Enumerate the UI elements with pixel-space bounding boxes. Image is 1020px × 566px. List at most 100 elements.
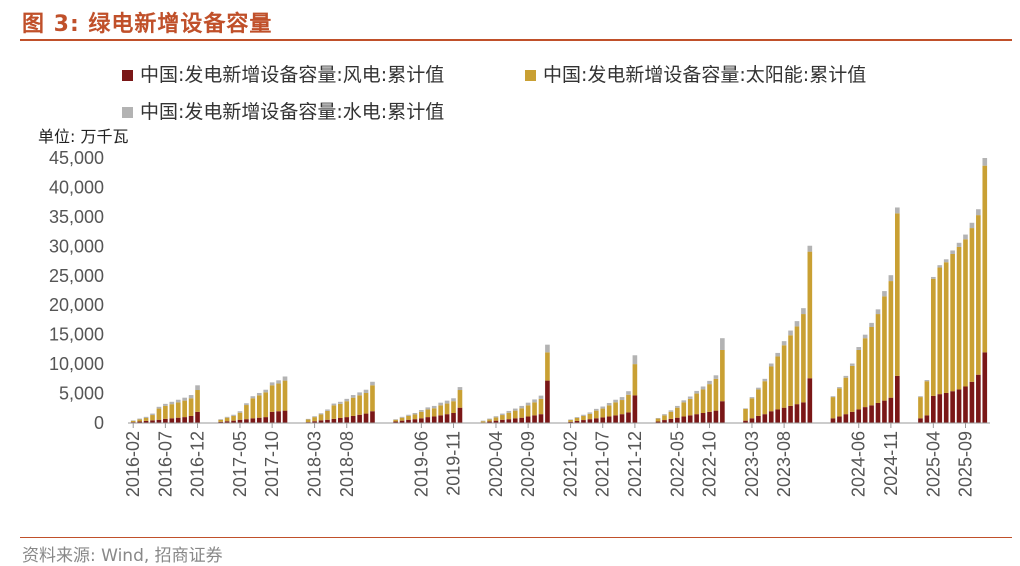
bar-solar [687, 398, 693, 416]
bar-solar [888, 281, 894, 398]
bar-solar [357, 395, 362, 415]
bar-solar [538, 398, 544, 415]
bar-wind [888, 397, 894, 423]
bar-solar [500, 415, 505, 420]
bar-solar [256, 395, 262, 418]
bar-hydro [976, 209, 981, 216]
bar-solar [406, 415, 411, 420]
bar-wind [370, 411, 375, 423]
bar-wind [775, 409, 780, 423]
bar-wind [175, 417, 181, 423]
bar-wind [487, 421, 492, 423]
bar-wind [606, 416, 612, 423]
bar-solar [937, 267, 943, 395]
bar-hydro [532, 399, 537, 403]
bar-solar [931, 278, 936, 396]
bar-hydro [412, 412, 418, 415]
y-tick-label: 5,000 [59, 384, 104, 404]
bar-solar [444, 403, 450, 415]
bar-hydro [768, 363, 774, 367]
bar-wind [532, 415, 537, 423]
y-tick-label: 40,000 [49, 177, 104, 197]
bar-solar [331, 405, 337, 419]
bar-hydro [843, 375, 849, 378]
bar-hydro [256, 392, 262, 396]
bar-solar [532, 402, 537, 416]
bar-hydro [675, 405, 680, 408]
y-tick-label: 25,000 [49, 266, 104, 286]
bar-solar [924, 381, 930, 416]
bar-wind [675, 417, 680, 423]
bar-hydro [801, 308, 806, 315]
bar-hydro [438, 402, 443, 406]
bar-hydro [263, 389, 269, 393]
bar-solar [370, 385, 375, 412]
bar-wind [182, 417, 187, 423]
bar-solar [525, 405, 531, 417]
bar-wind [506, 419, 512, 423]
bar-wind [156, 419, 162, 423]
bar-solar [768, 366, 774, 412]
bar-wind [568, 421, 573, 423]
bar-wind [137, 421, 142, 423]
bar-hydro [668, 410, 674, 412]
bar-wind [895, 375, 900, 423]
bar-solar [856, 349, 862, 410]
bar-solar [662, 415, 667, 421]
bar-wind [344, 417, 350, 423]
bar-wind [781, 407, 787, 423]
bar-wind [425, 417, 431, 423]
bar-solar [918, 397, 923, 419]
bar-hydro [156, 406, 162, 409]
bar-wind [150, 420, 155, 423]
bar-wind [720, 401, 725, 423]
bar-wind [399, 420, 405, 423]
bar-wind [574, 420, 580, 423]
bar-hydro [568, 419, 573, 421]
bar-wind [224, 421, 230, 423]
bar-hydro [862, 334, 868, 339]
bar-hydro [182, 397, 187, 401]
bar-hydro [282, 376, 288, 381]
bar-solar [862, 338, 868, 408]
bar-wind [756, 415, 761, 423]
bar-wind [869, 405, 874, 423]
bar-wind [924, 415, 930, 423]
bar-solar [956, 246, 962, 390]
bar-solar [250, 398, 256, 419]
x-tick-label: 2022-10 [700, 431, 720, 497]
bar-hydro [956, 242, 962, 247]
bar-hydro [480, 420, 486, 422]
stacked-bar-chart: 中国:发电新增设备容量:风电:累计值 中国:发电新增设备容量:太阳能:累计值 中… [38, 64, 990, 497]
bar-solar [681, 402, 687, 417]
bar-hydro [150, 413, 155, 416]
bar-hydro [869, 322, 874, 328]
bar-hydro [512, 408, 518, 411]
bar-solar [519, 408, 525, 418]
bar-hydro [837, 387, 842, 389]
bar-wind [976, 374, 981, 423]
bar-hydro [895, 207, 900, 214]
y-tick-label: 15,000 [49, 325, 104, 345]
bar-solar [305, 419, 311, 423]
bar-wind [830, 418, 836, 423]
bar-hydro [882, 291, 887, 297]
bar-wind [713, 410, 719, 423]
bar-solar [969, 228, 975, 382]
x-tick-label: 2023-03 [742, 431, 762, 497]
x-tick-label: 2017-10 [262, 431, 282, 497]
bar-solar [276, 383, 281, 412]
bar-wind [931, 395, 936, 423]
bar-wind [882, 400, 887, 423]
legend-swatch-solar [525, 70, 536, 81]
bar-wind [519, 417, 525, 423]
bar-hydro [775, 352, 780, 357]
x-tick-label: 2025-04 [923, 431, 943, 497]
bar-hydro [525, 402, 531, 406]
bar-hydro [756, 387, 761, 390]
bar-wind [412, 419, 418, 423]
bar-wind [632, 395, 638, 423]
bar-solar [700, 389, 706, 413]
bar-wind [357, 414, 362, 423]
bar-wind [943, 392, 949, 423]
